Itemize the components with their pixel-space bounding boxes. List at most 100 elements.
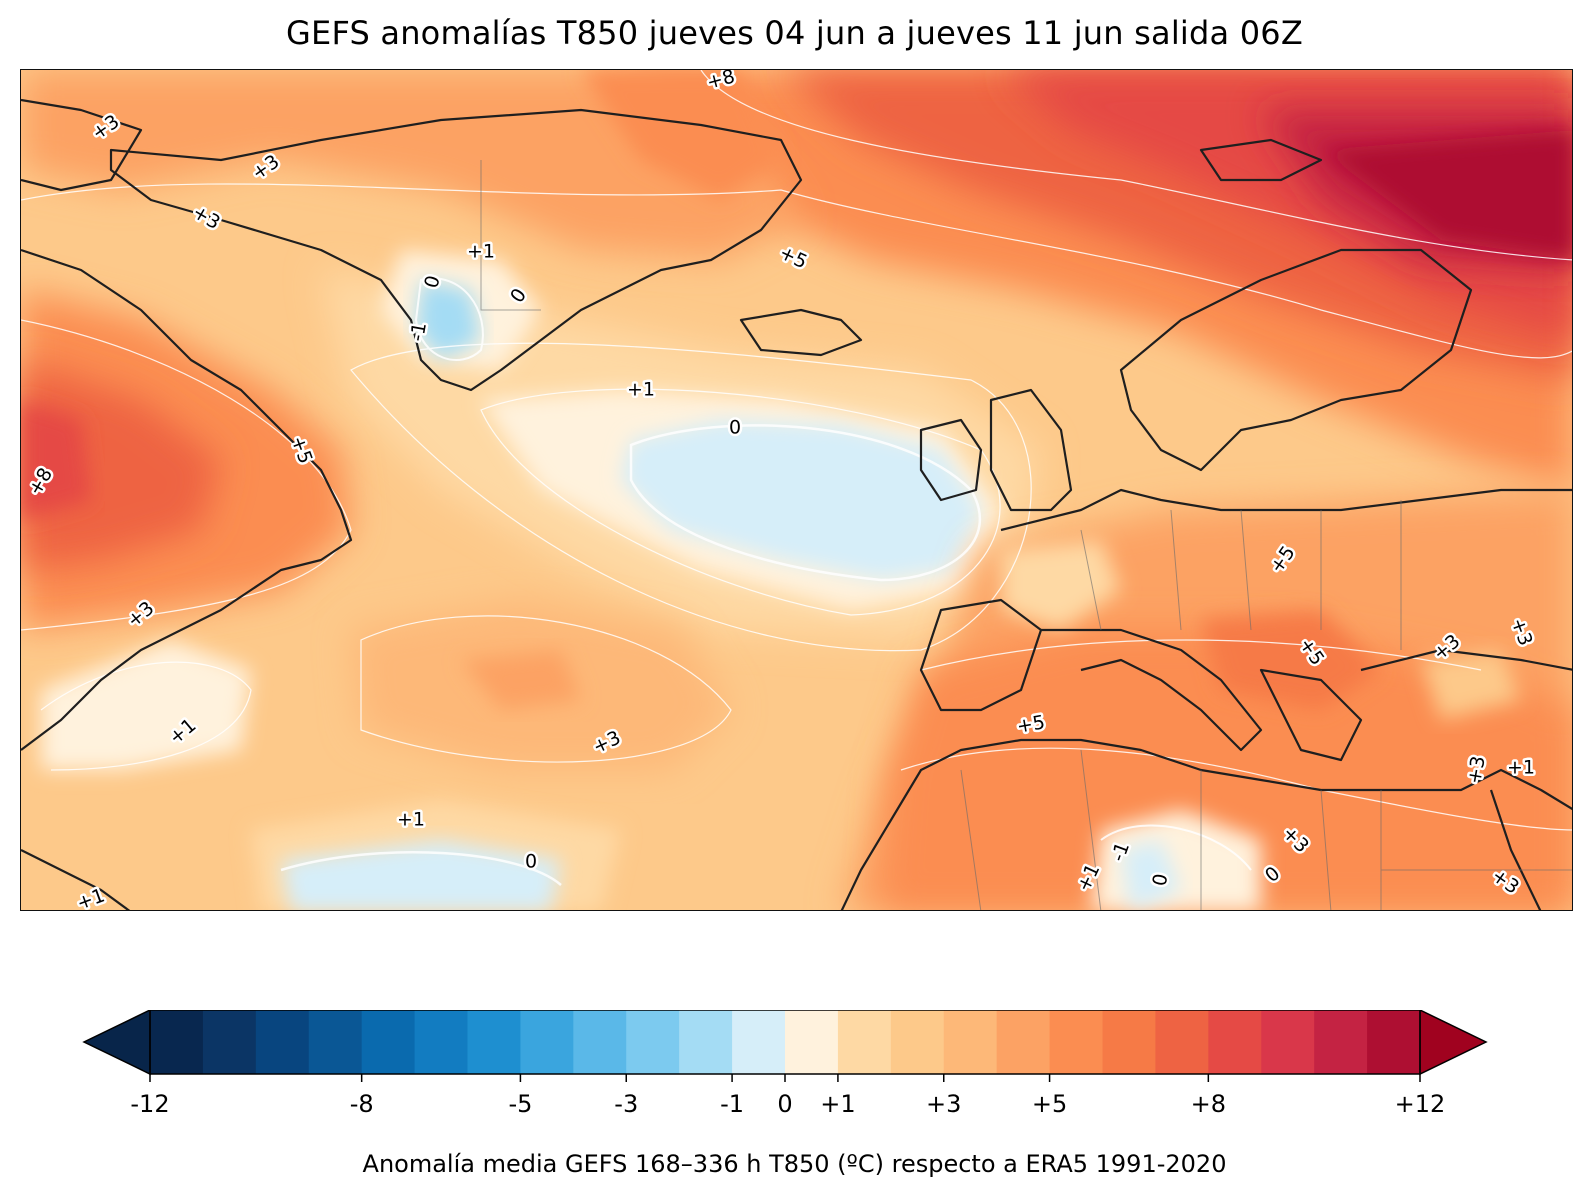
colorbar-ticks: -12 -8 -5 -3 -1 0 +1 +3 +5 +8 +12 — [130, 1074, 1445, 1118]
scandinavia-coast — [1119, 248, 1473, 472]
field-band-neg1-sahara — [1121, 840, 1181, 910]
arctic-islands-coast — [21, 98, 143, 192]
colorbar-bins — [150, 1010, 1421, 1074]
contour-label: 0 — [729, 417, 741, 439]
colorbar-bin — [626, 1010, 680, 1074]
greece-coast — [1259, 668, 1363, 762]
colorbar-bin — [361, 1010, 416, 1074]
contour-west-band — [21, 319, 352, 631]
colorbar-bin — [837, 1010, 892, 1074]
north-africa-coast — [840, 738, 1572, 910]
colorbar-bin — [308, 1010, 363, 1074]
anomaly-map: +8+3+3+3+100-1+5+10+8+5+3+1 +3+10+5+5+3 +3… — [21, 70, 1572, 910]
contour-label: +1 — [397, 809, 425, 831]
colorbar-bin — [943, 1010, 998, 1074]
field-band-4-north — [21, 70, 801, 260]
field-band-4-subtropic — [461, 650, 581, 710]
black-sea-coast — [1360, 648, 1572, 672]
colorbar-bin — [467, 1010, 522, 1074]
colorbar-bin — [573, 1010, 627, 1074]
colorbar-bin — [414, 1010, 469, 1074]
colorbar-bin — [679, 1010, 733, 1074]
contour-lines — [21, 70, 1572, 886]
contour-sahara — [1100, 824, 1252, 871]
red-sea-coast — [1489, 789, 1542, 910]
ireland-coast — [919, 418, 983, 502]
north-europe-coast — [1000, 488, 1572, 532]
contour-greenland-neg — [414, 277, 484, 361]
colorbar-bin — [150, 1010, 204, 1074]
iberia-coast — [919, 598, 1043, 712]
colorbar-bin — [520, 1010, 574, 1074]
contour-label: +1 — [467, 241, 495, 263]
field-band-neg2-greenland — [416, 280, 481, 360]
contour-two-atlantic — [350, 342, 1032, 652]
contour-one-atlantic — [480, 388, 1001, 616]
field-band-neg1-atlantic — [621, 420, 981, 580]
colorbar-bin — [255, 1010, 310, 1074]
colorbar-label: Anomalía media GEFS 168–336 h T850 (ºC) … — [362, 1150, 1227, 1178]
contour-label: 0 — [525, 851, 537, 873]
colorbar-tick-label: 0 — [777, 1090, 792, 1118]
britain-coast — [989, 388, 1073, 512]
svalbard-coast — [1199, 138, 1323, 182]
caribbean-coast — [21, 849, 131, 910]
contour-north-band — [21, 183, 1572, 359]
europe-borders — [1080, 500, 1402, 650]
colorbar-tick-label: +3 — [926, 1090, 961, 1118]
colorbar-tick-label: -12 — [130, 1090, 169, 1118]
colorbar-tick-label: -3 — [614, 1090, 638, 1118]
contour-label: +1 — [1507, 757, 1535, 779]
anomaly-field — [21, 70, 1572, 910]
contour-west — [40, 661, 252, 771]
colorbar-tick-label: +8 — [1191, 1090, 1226, 1118]
iceland-coast — [739, 308, 863, 357]
field-band-5-med — [881, 630, 1572, 910]
colorbar-tick-label: -8 — [350, 1090, 374, 1118]
field-band-7-west — [21, 360, 221, 570]
field-band-1-france — [1001, 540, 1121, 630]
colorbar-bin — [202, 1010, 257, 1074]
political-borders — [480, 160, 1572, 910]
colorbar-over-triangle — [1419, 1010, 1488, 1076]
africa-borders — [960, 749, 1382, 910]
colorbar-bin — [1261, 1010, 1315, 1074]
field-band-12 — [1321, 130, 1572, 260]
colorbar-tick-label: +1 — [820, 1090, 855, 1118]
contour-south — [280, 851, 562, 886]
contour-label: +1 — [627, 379, 655, 401]
contour-med — [920, 639, 1482, 671]
canada-border — [480, 160, 541, 311]
colorbar-bin — [1367, 1010, 1421, 1074]
contour-subtropic — [360, 615, 732, 763]
colorbar-bin — [732, 1010, 786, 1074]
map-panel: +8 +3 +3 +3 +1 0 0 -1 +5 +1 0 +8 +5 +3 +1 +3 +1 0 +5 +5 +3 +3… — [20, 69, 1573, 911]
colorbar-bin — [1314, 1010, 1368, 1074]
colorbar-tick-label: +12 — [1395, 1090, 1446, 1118]
field-band-2-anatolia — [1421, 650, 1521, 720]
coastlines — [21, 98, 1572, 910]
colorbar-tick-label: -5 — [508, 1090, 532, 1118]
colorbar-bin — [1208, 1010, 1262, 1074]
field-band-5-north — [581, 70, 781, 200]
field-band-6-balkans — [1201, 610, 1381, 710]
map-title: GEFS anomalías T850 jueves 04 jun a juev… — [286, 14, 1303, 52]
north-america-coast — [21, 248, 353, 751]
colorbar-under-triangle — [82, 1010, 151, 1076]
mediterranean-north-coast — [1041, 628, 1263, 752]
greenland-coast — [109, 108, 803, 392]
colorbar: -12 -8 -5 -3 -1 0 +1 +3 +5 +8 +12 — [82, 1010, 1488, 1118]
colorbar-bin — [785, 1010, 839, 1074]
colorbar-bin — [890, 1010, 945, 1074]
colorbar-bin — [1102, 1010, 1157, 1074]
colorbar-bin — [1155, 1010, 1209, 1074]
field-band-9-west — [21, 400, 91, 520]
contour-north-band-2 — [700, 70, 1572, 261]
colorbar-bin — [996, 1010, 1051, 1074]
contour-label: -1 — [406, 321, 431, 343]
colorbar-tick-label: +5 — [1032, 1090, 1067, 1118]
field-band-0-west — [41, 640, 251, 770]
contour-zero-atlantic — [629, 424, 982, 582]
colorbar-tick-label: -1 — [720, 1090, 744, 1118]
colorbar-bin — [1049, 1010, 1104, 1074]
